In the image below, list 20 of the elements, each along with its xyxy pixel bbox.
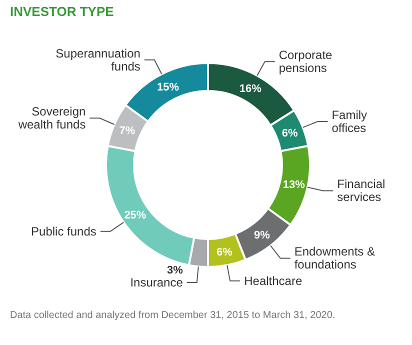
data-label: 9% <box>254 230 270 242</box>
slice-label: Healthcare <box>244 274 302 288</box>
data-label: 16% <box>239 82 262 95</box>
data-label: 6% <box>216 246 233 258</box>
data-label: 13% <box>282 179 306 192</box>
slice-label: Insurance <box>130 275 184 290</box>
slice-label: Endowments & foundations <box>294 244 376 272</box>
slice-label: Financial services <box>337 177 386 204</box>
chart-title: INVESTOR TYPE <box>10 4 114 19</box>
slice-label: Family offices <box>332 108 368 136</box>
data-label: 15% <box>157 82 180 94</box>
slice-label: Public funds <box>31 224 96 238</box>
data-label: 7% <box>119 125 136 138</box>
text: Data collected and analyzed from December 31, 2015 to March 31, 2020. <box>10 310 336 321</box>
slice-label: Corporate pensions <box>278 48 333 76</box>
data-label: 6% <box>282 128 298 140</box>
slice-label: Sovereign wealth funds <box>17 104 86 132</box>
data-label: 25% <box>124 209 146 222</box>
slice-label: Superannuation funds <box>56 46 140 74</box>
data-label: 3% <box>166 264 184 276</box>
